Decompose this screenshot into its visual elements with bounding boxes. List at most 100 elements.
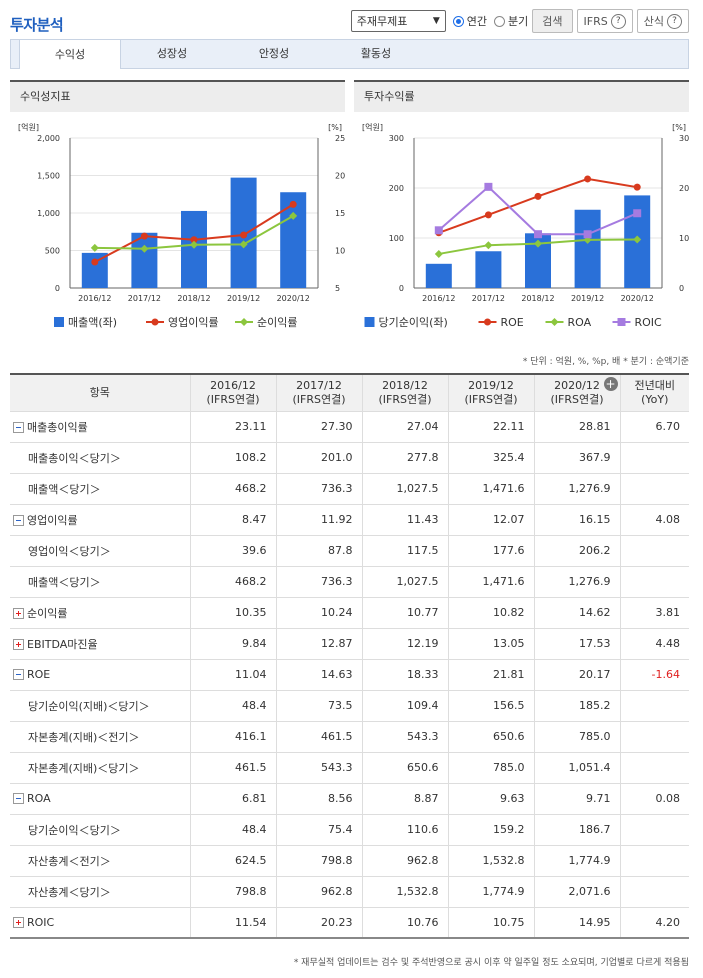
y-tick-label: 500 xyxy=(45,247,60,256)
row-label[interactable]: 영업이익률 xyxy=(10,503,190,535)
data-point xyxy=(140,244,149,253)
y2-tick-label: 15 xyxy=(335,209,345,218)
collapse-icon[interactable] xyxy=(13,793,24,804)
value-cell: 22.11 xyxy=(447,410,534,442)
expand-icon[interactable] xyxy=(13,638,24,650)
yoy-cell: 0.08 xyxy=(619,782,689,814)
y2-tick-label: 25 xyxy=(335,134,345,143)
value-cell: 962.8 xyxy=(275,875,362,907)
row-label: 자본총계(지배)＜당기＞ xyxy=(10,751,190,783)
formula-label: 산식 xyxy=(643,15,664,28)
profitability-chart-panel: 수익성지표 [억원] [%] 0 500 1,000 1,500 2,000 5 10 15 20 2… xyxy=(10,80,345,338)
value-cell: 11.54 xyxy=(189,906,276,939)
table-row: 자본총계(지배)＜전기＞ 416.1 461.5 543.3 650.6 785.0 xyxy=(10,720,689,752)
legend-swatch xyxy=(54,317,64,327)
x-tick-label: 2017/12 xyxy=(472,294,505,303)
value-cell: 1,051.4 xyxy=(533,751,620,783)
column-header: 전년대비 (YoY) xyxy=(619,373,689,411)
search-button[interactable]: 검색 xyxy=(532,9,573,33)
legend-label: 영업이익률 xyxy=(168,316,219,329)
yoy-cell xyxy=(619,844,689,876)
value-cell: 10.76 xyxy=(361,906,448,939)
row-label: 자산총계＜전기＞ xyxy=(10,844,190,876)
value-cell: 48.4 xyxy=(189,813,276,845)
row-label[interactable]: 순이익률 xyxy=(10,596,190,628)
row-label[interactable]: EBITDA마진율 xyxy=(10,627,190,659)
table-row: 자산총계＜전기＞ 624.5 798.8 962.8 1,532.8 1,774.9 xyxy=(10,844,689,876)
legend-marker xyxy=(617,318,626,326)
y-tick-label: 0 xyxy=(399,284,404,293)
value-cell: 10.24 xyxy=(275,596,362,628)
tab-activity[interactable]: 활동성 xyxy=(360,47,392,60)
expand-icon[interactable] xyxy=(13,916,24,928)
y-tick-label: 2,000 xyxy=(37,134,60,143)
yoy-cell xyxy=(619,689,689,721)
row-label[interactable]: 매출총이익률 xyxy=(10,410,190,442)
value-cell: 109.4 xyxy=(361,689,448,721)
tab-profitability[interactable]: 수익성 xyxy=(19,39,121,69)
value-cell: 27.30 xyxy=(275,410,362,442)
yoy-cell: 4.20 xyxy=(619,906,689,939)
data-point xyxy=(633,235,642,244)
y2-tick-label: 10 xyxy=(679,234,689,243)
y2-tick-label: 20 xyxy=(335,172,345,181)
value-cell: 12.87 xyxy=(275,627,362,659)
data-point xyxy=(140,232,148,240)
value-cell: 1,774.9 xyxy=(447,875,534,907)
formula-button[interactable]: 산식 ? xyxy=(636,9,689,33)
legend-label: 당기순이익(좌) xyxy=(379,316,448,329)
table-row: 영업이익률 8.47 11.92 11.43 12.07 16.15 4.08 xyxy=(10,503,689,535)
value-cell: 159.2 xyxy=(447,813,534,845)
expand-icon[interactable] xyxy=(13,607,24,619)
y2-tick-label: 5 xyxy=(335,284,340,293)
value-cell: 186.7 xyxy=(533,813,620,845)
right-axis-unit: [%] xyxy=(328,123,342,132)
value-cell: 9.71 xyxy=(533,782,620,814)
data-point xyxy=(584,175,592,183)
radio-quarter[interactable]: 분기 xyxy=(494,13,528,29)
statement-select[interactable]: 주재무제표 ▼ xyxy=(350,10,446,32)
value-cell: 11.43 xyxy=(361,503,448,535)
collapse-icon[interactable] xyxy=(13,421,24,433)
y-tick-label: 100 xyxy=(389,234,404,243)
row-label[interactable]: ROA xyxy=(10,782,190,814)
value-cell: 1,532.8 xyxy=(447,844,534,876)
value-cell: 201.0 xyxy=(275,441,362,473)
table-row: 자본총계(지배)＜당기＞ 461.5 543.3 650.6 785.0 1,051.4 xyxy=(10,751,689,783)
tab-stability[interactable]: 안정성 xyxy=(258,47,290,60)
collapse-icon[interactable] xyxy=(13,669,24,680)
value-cell: 650.6 xyxy=(361,751,448,783)
row-label: 매출액＜당기＞ xyxy=(10,565,190,597)
radio-annual[interactable]: 연간 xyxy=(452,13,487,29)
chart-title: 투자수익률 xyxy=(354,80,689,112)
row-label: 매출총이익＜당기＞ xyxy=(10,441,190,473)
collapse-icon[interactable] xyxy=(13,514,24,526)
data-point xyxy=(289,200,297,208)
tab-growth[interactable]: 성장성 xyxy=(156,47,188,60)
value-cell: 461.5 xyxy=(275,720,362,752)
add-column-icon[interactable]: + xyxy=(603,377,618,391)
value-cell: 11.04 xyxy=(189,658,276,690)
value-cell: 14.62 xyxy=(533,596,620,628)
footer-note: * 재무실적 업데이트는 검수 및 주석반영으로 공시 이후 약 일주일 정도 … xyxy=(293,958,689,968)
y-tick-label: 1,500 xyxy=(37,172,60,181)
yoy-cell: 4.48 xyxy=(619,627,689,659)
column-header: 항목 xyxy=(10,373,190,411)
radio-on-icon xyxy=(452,15,464,27)
return-chart-panel: 투자수익률 [억원] [%] 0 100 200 300 0 10 20 30 2016/12 201… xyxy=(354,80,689,338)
table-header-row: 항목 2016/12 (IFRS연결) 2017/12 (IFRS연결) 2018/12(… xyxy=(10,373,689,411)
profitability-table: 항목 2016/12 (IFRS연결) 2017/12 (IFRS연결) 2018/12(… xyxy=(10,373,689,939)
ifrs-button[interactable]: IFRS ? xyxy=(576,9,633,33)
column-header: 2016/12 (IFRS연결) xyxy=(189,373,276,411)
value-cell: 736.3 xyxy=(275,472,362,504)
row-label: 당기순이익(지배)＜당기＞ xyxy=(10,689,190,721)
row-label[interactable]: ROE xyxy=(10,658,190,690)
legend-label: 매출액(좌) xyxy=(68,316,117,329)
table-row: 매출총이익률 23.11 27.30 27.04 22.11 28.81 6.70 xyxy=(10,410,689,442)
y2-tick-label: 30 xyxy=(679,134,689,143)
row-label[interactable]: ROIC xyxy=(10,906,190,939)
value-cell: 21.81 xyxy=(447,658,534,690)
row-label: 영업이익＜당기＞ xyxy=(10,534,190,566)
table-row: 당기순이익＜당기＞ 48.4 75.4 110.6 159.2 186.7 xyxy=(10,813,689,845)
value-cell: 1,027.5 xyxy=(361,565,448,597)
